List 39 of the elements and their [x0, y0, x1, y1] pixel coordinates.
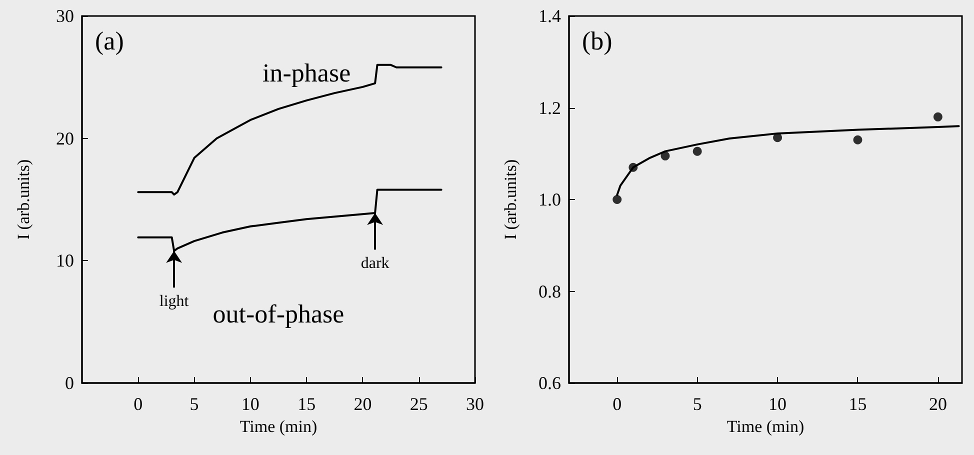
- x-axis-title: Time (min): [240, 416, 318, 436]
- point: [612, 195, 622, 204]
- y-tick-label: 30: [56, 6, 74, 26]
- annotation: light: [159, 293, 190, 310]
- y-tick-label: 0.6: [538, 373, 561, 393]
- x-tick-label: 10: [241, 394, 260, 414]
- point: [853, 135, 862, 144]
- point: [660, 151, 670, 160]
- annotation: (a): [95, 26, 124, 56]
- annotation: (b): [582, 26, 612, 56]
- point: [773, 133, 782, 142]
- x-tick-label: 15: [848, 394, 867, 414]
- y-axis-title: I (arb.units): [14, 159, 33, 240]
- x-tick-label: 20: [354, 394, 372, 414]
- y-tick-label: 1.4: [538, 6, 561, 26]
- y-tick-label: 10: [56, 250, 74, 271]
- y-axis-title: I (arb.units): [501, 159, 520, 240]
- point: [933, 112, 942, 122]
- y-tick-label: 0: [65, 373, 74, 393]
- x-tick-label: 25: [410, 394, 428, 414]
- x-tick-label: 10: [768, 394, 787, 414]
- x-tick-label: 0: [612, 394, 622, 414]
- x-tick-label: 15: [298, 394, 316, 414]
- line-series: [137, 64, 442, 196]
- y-tick-label: 1.0: [538, 190, 561, 210]
- x-tick-label: 0: [134, 394, 143, 414]
- text: out-of-phase: [212, 300, 344, 329]
- point: [692, 146, 702, 156]
- x-tick-label: 30: [466, 394, 484, 414]
- x-tick-label: 5: [190, 394, 199, 414]
- series-label: in-phase: [262, 58, 351, 88]
- annotation: dark: [360, 255, 390, 272]
- y-tick-label: 20: [56, 128, 74, 148]
- x-axis-title: Time (min): [726, 416, 804, 436]
- y-tick-label: 0.8: [538, 281, 561, 302]
- point: [628, 162, 638, 172]
- y-tick-label: 1.2: [538, 98, 561, 118]
- x-tick-label: 20: [928, 394, 947, 414]
- x-tick-label: 5: [692, 394, 702, 414]
